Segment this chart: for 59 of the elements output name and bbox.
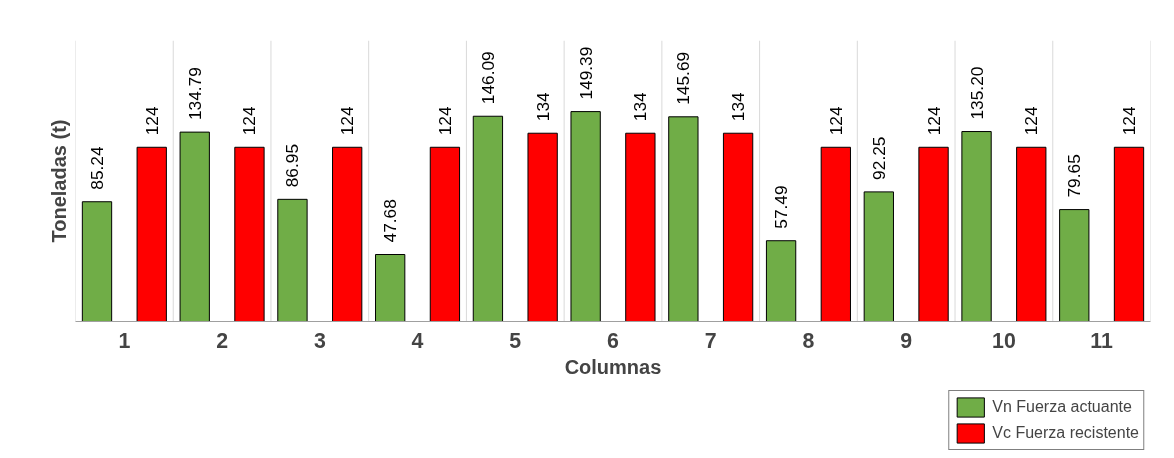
data-label: 149.39	[575, 46, 596, 100]
legend-label: Vn Fuerza actuante	[992, 398, 1132, 416]
x-tick-label: 11	[1090, 328, 1114, 353]
data-label: 134	[532, 91, 553, 122]
x-tick-label: 9	[900, 328, 913, 353]
bar	[472, 115, 504, 322]
x-tick-label: 2	[216, 328, 229, 353]
data-label: 124	[1021, 106, 1042, 136]
x-tick-label: 8	[802, 328, 815, 353]
bar	[820, 146, 851, 322]
bar	[863, 191, 894, 322]
data-label: 124	[825, 106, 846, 136]
data-label: 124	[141, 106, 162, 136]
x-tick-label: 7	[704, 328, 717, 353]
x-tick-label: 5	[509, 328, 522, 353]
data-label: 92.25	[868, 136, 889, 180]
data-label: 134	[630, 91, 651, 122]
x-tick-label: 4	[411, 328, 424, 353]
data-label: 134.79	[184, 67, 205, 121]
bar	[1113, 146, 1145, 322]
bar	[570, 111, 601, 322]
bar	[625, 132, 656, 322]
data-label: 124	[239, 106, 260, 136]
bar	[234, 146, 265, 322]
data-label: 135.20	[966, 66, 987, 120]
bar	[527, 132, 558, 322]
bar	[668, 116, 699, 322]
x-tick-label: 3	[313, 328, 326, 353]
bar	[1059, 209, 1090, 322]
data-label: 47.68	[380, 199, 401, 243]
bar	[918, 146, 949, 322]
data-label: 57.49	[771, 185, 792, 229]
data-label: 145.69	[673, 51, 694, 105]
bar	[961, 131, 992, 322]
bar	[179, 131, 210, 322]
bar	[277, 198, 308, 322]
bar	[136, 146, 167, 322]
bar	[1016, 146, 1047, 322]
data-label: 124	[434, 106, 455, 136]
data-label: 85.24	[87, 146, 107, 190]
data-label: 79.65	[1064, 154, 1085, 198]
x-tick-label: 6	[607, 328, 620, 353]
bar	[722, 132, 754, 322]
bar	[81, 201, 113, 322]
bar	[765, 240, 797, 322]
bar	[375, 254, 406, 322]
data-label: 86.95	[282, 143, 303, 188]
x-tick-label: 10	[992, 328, 1016, 353]
x-tick-label: 1	[118, 328, 131, 353]
data-label: 134	[728, 91, 749, 122]
data-label: 146.09	[477, 51, 498, 105]
bar	[332, 146, 363, 322]
x-axis-title: Columnas	[564, 355, 662, 378]
data-label: 124	[337, 106, 358, 136]
data-label: 124	[923, 106, 944, 136]
y-axis-title: Toneladas (t)	[47, 119, 70, 243]
legend-label: Vc Fuerza recistente	[992, 424, 1139, 442]
bar	[429, 146, 461, 322]
data-label: 124	[1119, 106, 1139, 136]
